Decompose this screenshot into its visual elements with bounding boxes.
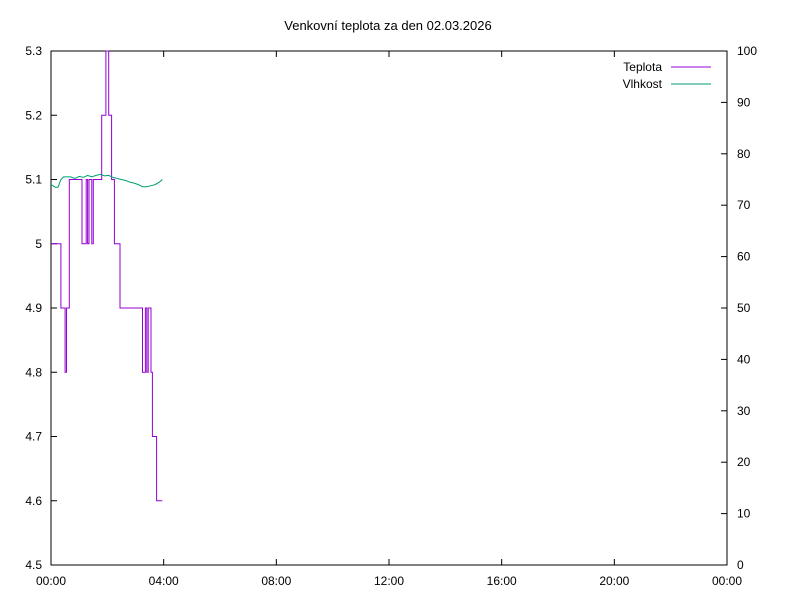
y-right-tick-label: 60	[737, 250, 751, 264]
y-right-tick-label: 20	[737, 455, 751, 469]
legend-label: Teplota	[623, 60, 662, 74]
y-right-tick-label: 50	[737, 301, 751, 315]
y-left-tick-label: 4.7	[25, 430, 42, 444]
x-tick-label: 12:00	[374, 574, 404, 588]
y-right-tick-label: 10	[737, 507, 751, 521]
x-tick-label: 20:00	[599, 574, 629, 588]
y-left-tick-label: 5.3	[25, 44, 42, 58]
y-left-tick-label: 4.5	[25, 558, 42, 572]
x-tick-label: 04:00	[149, 574, 179, 588]
x-tick-label: 08:00	[261, 574, 291, 588]
y-left-tick-label: 5	[35, 237, 42, 251]
x-tick-label: 16:00	[487, 574, 517, 588]
y-right-tick-label: 30	[737, 404, 751, 418]
legend-label: Vlhkost	[623, 77, 663, 91]
x-tick-label: 00:00	[712, 574, 742, 588]
y-right-tick-label: 40	[737, 352, 751, 366]
series-line-vlhkost	[50, 173, 163, 188]
y-left-tick-label: 4.9	[25, 301, 42, 315]
y-left-tick-label: 4.6	[25, 494, 42, 508]
series-group	[50, 50, 163, 502]
y-right-tick-label: 70	[737, 198, 751, 212]
legend: Teplota Vlhkost	[623, 60, 711, 91]
y-right-tick-label: 90	[737, 95, 751, 109]
y-left-tick-label: 5.2	[25, 108, 42, 122]
chart-title: Venkovní teplota za den 02.03.2026	[284, 18, 491, 33]
tick-group: 4.5 4.6 4.7 4.8 4.9 5 5.1 5.2 5.3 0 10 20 30 40 50 60 70…	[25, 44, 757, 588]
x-tick-label: 00:00	[36, 574, 66, 588]
y-left-tick-label: 4.8	[25, 365, 42, 379]
y-right-tick-label: 80	[737, 147, 751, 161]
series-line-teplota	[51, 50, 163, 502]
plot-frame	[50, 50, 728, 566]
y-left-tick-label: 5.1	[25, 173, 42, 187]
y-right-tick-label: 0	[737, 558, 744, 572]
y-right-tick-label: 100	[737, 44, 757, 58]
